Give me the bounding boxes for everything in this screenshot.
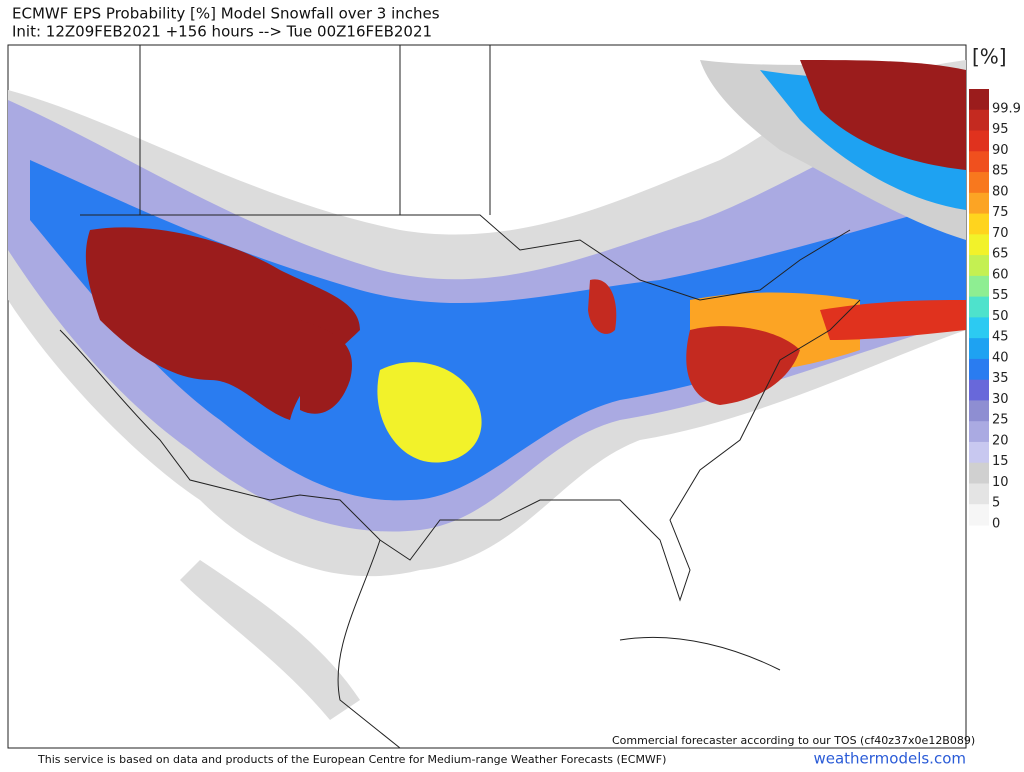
- legend-swatch: [969, 255, 989, 277]
- border-line: [80, 214, 851, 301]
- coastline: [619, 636, 781, 671]
- snow-area: [180, 560, 360, 720]
- legend-label: 45: [992, 330, 1009, 345]
- legend-unit: [%]: [972, 45, 1007, 69]
- snow-area: [85, 227, 361, 420]
- legend-label: 0: [992, 517, 1000, 532]
- legend-swatch: [969, 89, 989, 111]
- map-subtitle: Init: 12Z09FEB2021 +156 hours --> Tue 00…: [12, 23, 432, 41]
- map: Commercial forecaster according to our T…: [7, 44, 975, 749]
- coastline: [59, 299, 861, 602]
- coastline: [337, 539, 401, 749]
- legend-label: 55: [992, 288, 1009, 303]
- legend-swatch: [969, 400, 989, 422]
- disclaimer: This service is based on data and produc…: [37, 753, 666, 766]
- legend-label: 80: [992, 184, 1009, 199]
- legend-swatch: [969, 462, 989, 484]
- tos-note: Commercial forecaster according to our T…: [612, 734, 975, 747]
- legend-swatch: [969, 234, 989, 256]
- legend-swatch: [969, 275, 989, 298]
- legend-label: 15: [992, 454, 1009, 469]
- map-title: ECMWF EPS Probability [%] Model Snowfall…: [12, 5, 440, 23]
- legend-label: 70: [992, 226, 1009, 241]
- legend-swatch: [969, 296, 989, 318]
- legend-label: 90: [992, 143, 1009, 158]
- legend-swatch: [969, 421, 989, 443]
- snow-area: [800, 60, 966, 170]
- legend-label: 65: [992, 247, 1009, 262]
- legend-label: 30: [992, 392, 1009, 407]
- legend-label: 75: [992, 205, 1009, 220]
- legend-swatch: [969, 109, 989, 132]
- brand[interactable]: weathermodels.com: [813, 750, 966, 768]
- legend-label: 40: [992, 350, 1009, 365]
- legend: [%] 99.995908580757065605550454035302520…: [969, 45, 1021, 532]
- legend-label: 99.9: [992, 101, 1021, 116]
- legend-swatch: [969, 358, 989, 381]
- legend-swatch: [969, 441, 989, 464]
- legend-swatch: [969, 379, 989, 401]
- legend-label: 5: [992, 496, 1000, 511]
- legend-label: 10: [992, 475, 1009, 490]
- border-line: [139, 45, 491, 215]
- legend-swatch: [969, 504, 989, 526]
- legend-swatch: [969, 338, 989, 360]
- snow-area: [377, 362, 482, 463]
- legend-swatch: [969, 192, 989, 215]
- legend-label: 95: [992, 122, 1009, 137]
- legend-swatch: [969, 483, 989, 505]
- legend-label: 85: [992, 164, 1009, 179]
- snow-field: [8, 60, 966, 720]
- snow-area: [300, 320, 352, 414]
- snow-area: [820, 300, 966, 340]
- snow-area: [686, 326, 800, 405]
- legend-swatch: [969, 151, 989, 173]
- legend-swatch: [969, 317, 989, 339]
- legend-label: 60: [992, 267, 1009, 282]
- legend-swatch: [969, 130, 989, 152]
- legend-label: 20: [992, 433, 1009, 448]
- legend-label: 50: [992, 309, 1009, 324]
- legend-label: 25: [992, 413, 1009, 428]
- legend-label: 35: [992, 371, 1009, 386]
- legend-swatch: [969, 213, 989, 235]
- snow-area: [30, 160, 966, 501]
- snow-area: [588, 279, 617, 334]
- legend-swatch: [969, 172, 989, 194]
